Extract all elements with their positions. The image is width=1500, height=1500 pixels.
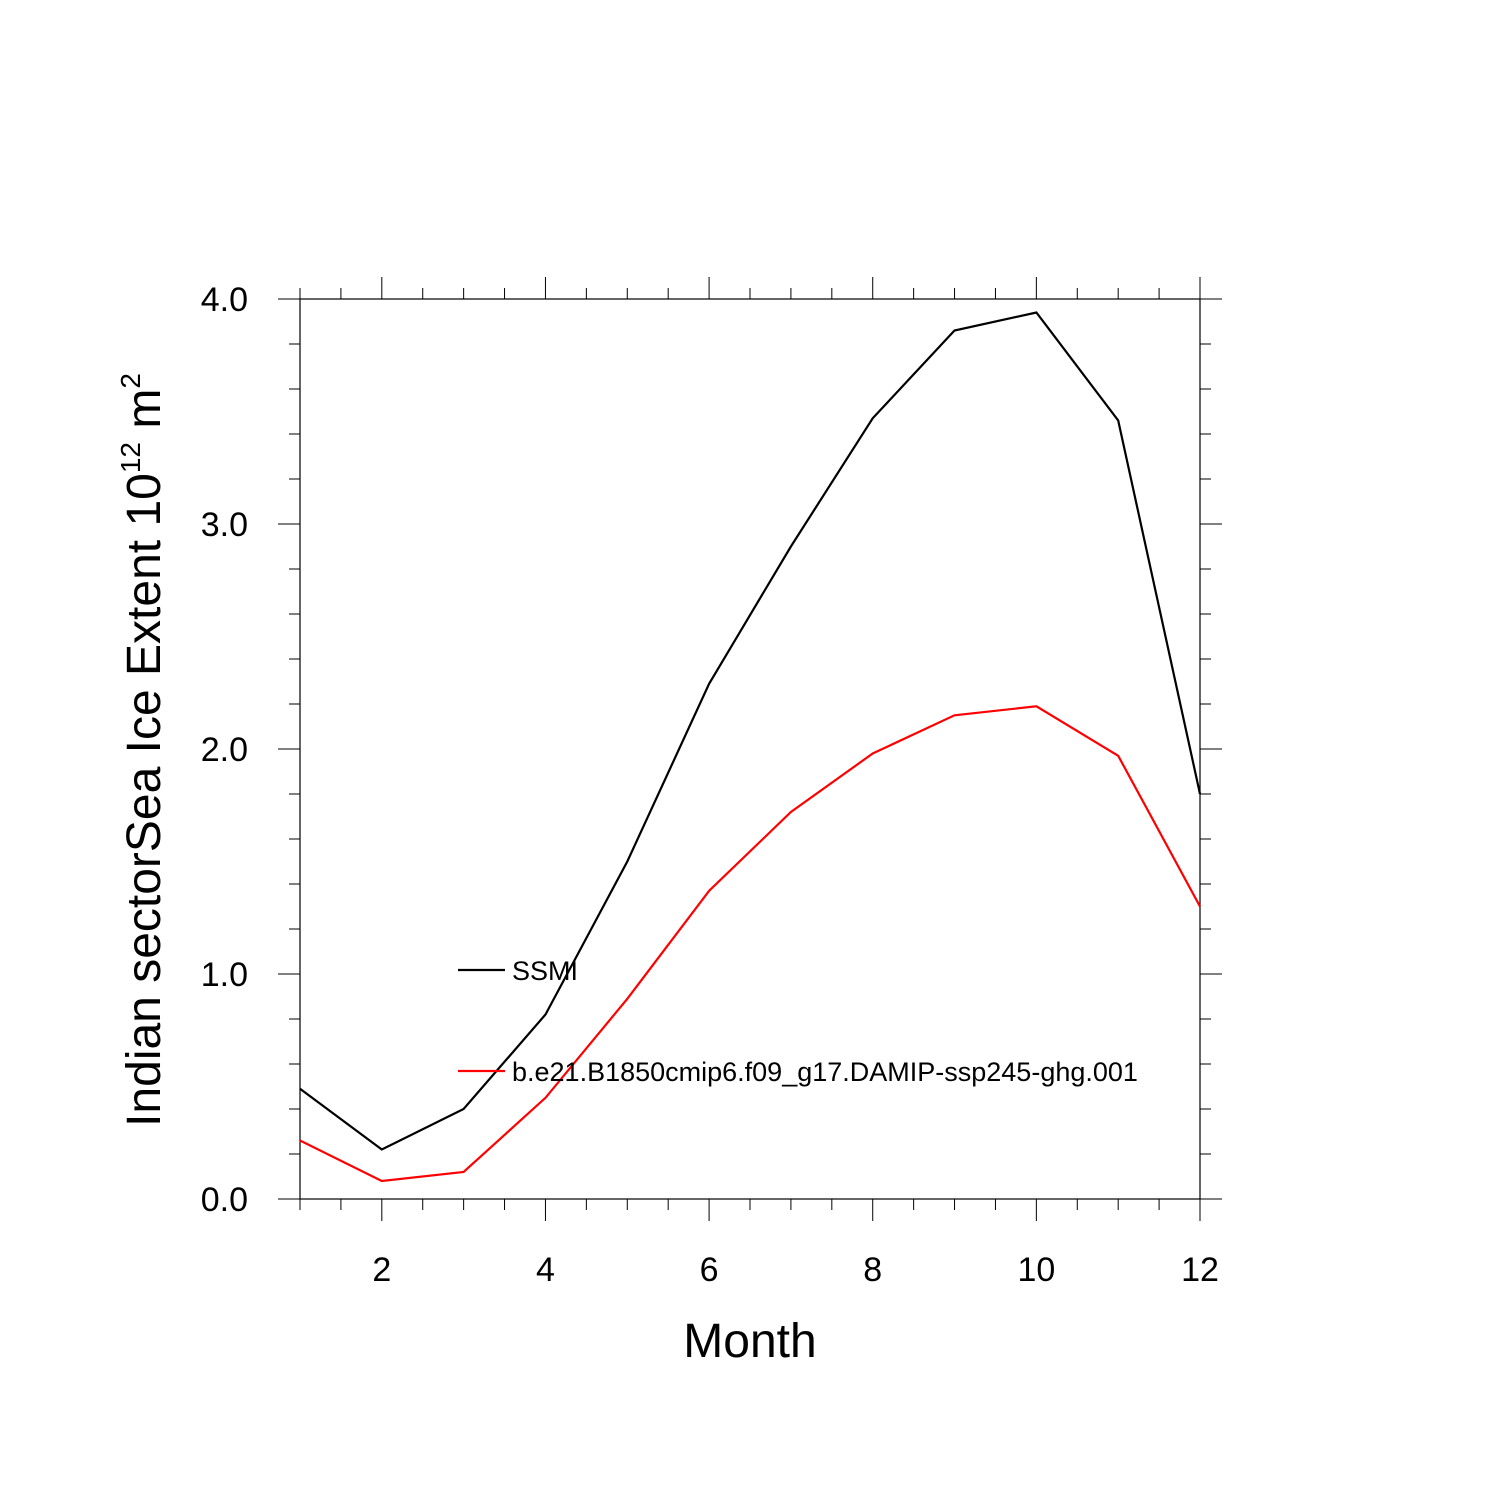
y-axis-title-unit: m	[118, 389, 171, 442]
x-tick-label: 6	[700, 1251, 719, 1289]
x-axis-title: Month	[683, 1315, 816, 1368]
legend: SSMI b.e21.B1850cmip6.f09_g17.DAMIP-ssp24…	[458, 956, 1138, 1087]
y-axis-title-text: Indian sectorSea Ice Extent 10	[118, 473, 171, 1127]
x-tick-label: 10	[1017, 1251, 1055, 1289]
y-tick-label: 3.0	[201, 506, 248, 544]
data-lines	[299, 311, 1202, 1183]
series-line-2	[299, 705, 1201, 1183]
axes: 2 4 6 8 10 12 0.0 1.0 2.0 3.0 4.0	[201, 277, 1222, 1289]
y-tick-label: 2.0	[201, 731, 248, 769]
legend-label-2: b.e21.B1850cmip6.f09_g17.DAMIP-ssp245-gh…	[512, 1057, 1138, 1087]
y-tick-label: 4.0	[201, 281, 248, 319]
x-tick-label: 8	[863, 1251, 882, 1289]
y-axis-title: Indian sectorSea Ice Extent 1012 m2	[115, 373, 171, 1127]
legend-label-1: SSMI	[512, 956, 578, 986]
y-tick-label: 0.0	[201, 1181, 248, 1219]
series-line-1	[299, 311, 1202, 1151]
y-tick-label: 1.0	[201, 956, 248, 994]
x-tick-label: 2	[372, 1251, 391, 1289]
y-axis-title-exponent: 12	[115, 442, 146, 473]
x-tick-label: 4	[536, 1251, 555, 1289]
y-axis-title-unit-exponent: 2	[115, 373, 146, 389]
x-tick-label: 12	[1181, 1251, 1219, 1289]
